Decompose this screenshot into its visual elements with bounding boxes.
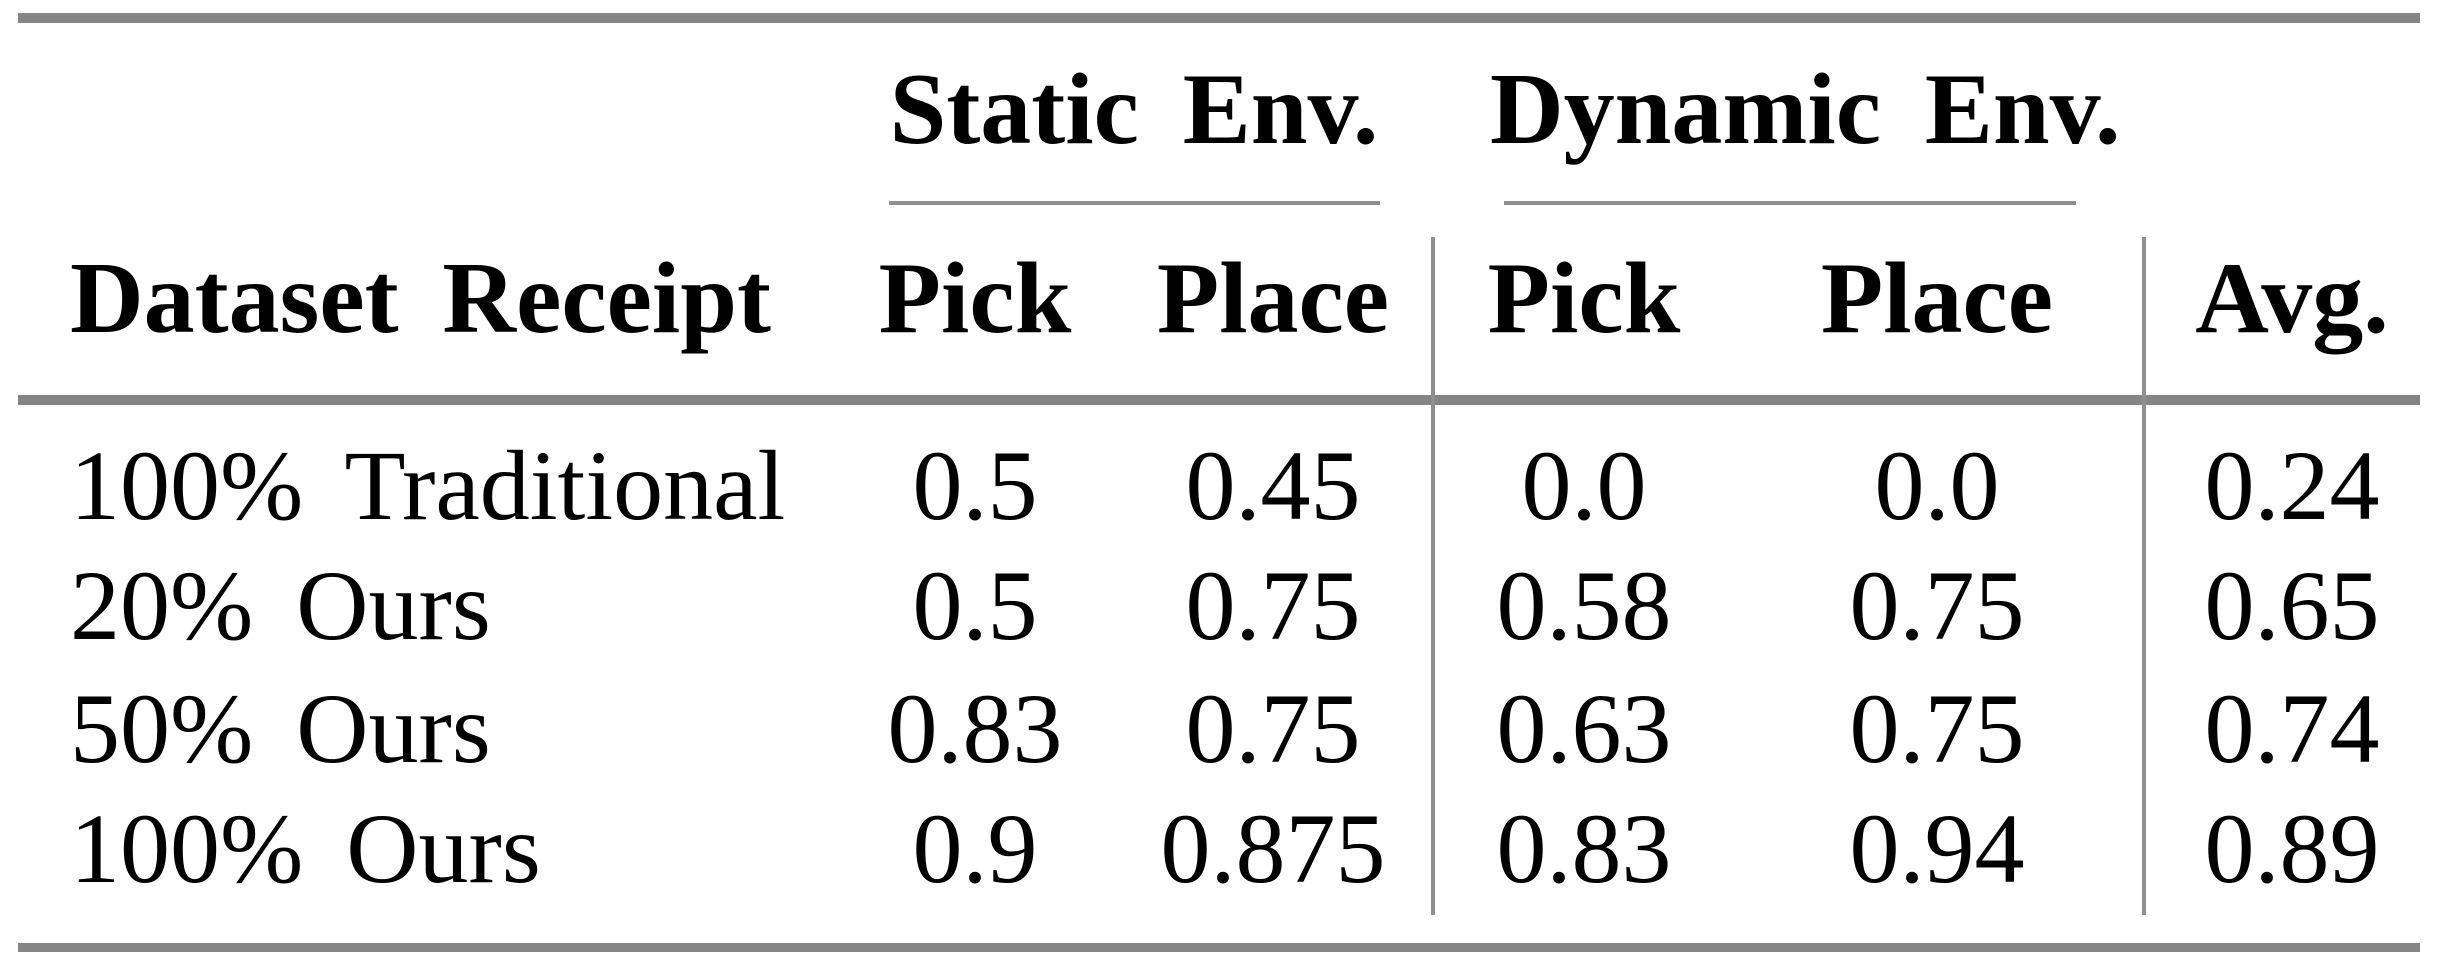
static-pick-cell: 0.83 xyxy=(887,673,1063,784)
static-pick-cell: 0.9 xyxy=(912,793,1038,904)
dynamic-env-group-header: Dynamic Env. xyxy=(1490,53,2121,166)
static-place-cell: 0.75 xyxy=(1185,673,1361,784)
dynamic-env-underline xyxy=(1504,201,2076,205)
static-place-cell: 0.875 xyxy=(1160,793,1386,904)
static-pick-cell: 0.5 xyxy=(912,430,1038,541)
dynamic-place-cell: 0.75 xyxy=(1849,673,2025,784)
row-label-cell: 20% Ours xyxy=(70,550,491,661)
avg-cell: 0.89 xyxy=(2204,793,2380,904)
dynamic-pick-cell: 0.63 xyxy=(1496,673,1672,784)
dynamic-pick-cell: 0.0 xyxy=(1521,430,1647,541)
top-rule xyxy=(18,13,2420,23)
row-label-cell: 100% Traditional xyxy=(70,430,786,541)
avg-cell: 0.65 xyxy=(2204,550,2380,661)
row-label-cell: 50% Ours xyxy=(70,673,491,784)
header-static-pick: Pick xyxy=(878,242,1072,355)
static-pick-cell: 0.5 xyxy=(912,550,1038,661)
avg-cell: 0.74 xyxy=(2204,673,2380,784)
header-rule xyxy=(18,395,2420,405)
static-env-underline xyxy=(889,201,1380,205)
header-dynamic-pick: Pick xyxy=(1487,242,1681,355)
header-dataset-receipt: Dataset Receipt xyxy=(70,242,771,355)
dynamic-place-cell: 0.94 xyxy=(1849,793,2025,904)
column-divider-1 xyxy=(1431,237,1435,915)
dynamic-pick-cell: 0.58 xyxy=(1496,550,1672,661)
column-divider-2 xyxy=(2142,237,2146,915)
header-dynamic-place: Place xyxy=(1820,242,2054,355)
dynamic-pick-cell: 0.83 xyxy=(1496,793,1672,904)
static-place-cell: 0.45 xyxy=(1185,430,1361,541)
dynamic-place-cell: 0.0 xyxy=(1874,430,2000,541)
bottom-rule xyxy=(18,943,2420,952)
row-label-cell: 100% Ours xyxy=(70,793,541,904)
header-static-place: Place xyxy=(1156,242,1390,355)
static-env-group-header: Static Env. xyxy=(889,53,1379,166)
header-avg: Avg. xyxy=(2195,242,2389,355)
dynamic-place-cell: 0.75 xyxy=(1849,550,2025,661)
static-place-cell: 0.75 xyxy=(1185,550,1361,661)
avg-cell: 0.24 xyxy=(2204,430,2380,541)
